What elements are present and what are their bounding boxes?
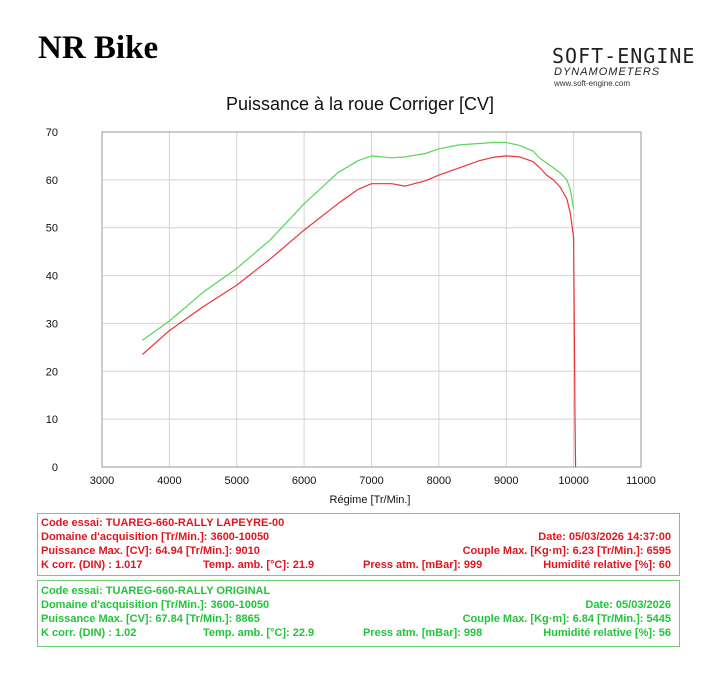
x-tick-label: 8000 — [427, 475, 451, 487]
y-tick-label: 50 — [46, 223, 58, 235]
test-date: Date: 05/03/2026 14:37:00 — [538, 531, 671, 543]
x-tick-label: 5000 — [225, 475, 249, 487]
atm-pressure: Press atm. [mBar]: 999 — [363, 559, 483, 571]
test-date: Date: 05/03/2026 — [585, 599, 671, 611]
x-tick-label: 9000 — [494, 475, 518, 487]
acquisition-range: Domaine d'acquisition [Tr/Min.]: 3600-10… — [41, 531, 270, 543]
info-panel-red: Code essai: TUAREG-660-RALLY LAPEYRE-00 … — [37, 513, 680, 576]
relative-humidity: Humidité relative [%]: 56 — [543, 627, 671, 639]
brand-title: NR Bike — [38, 30, 159, 66]
x-tick-label: 6000 — [292, 475, 316, 487]
info-row: Domaine d'acquisition [Tr/Min.]: 3600-10… — [38, 530, 679, 544]
acquisition-range: Domaine d'acquisition [Tr/Min.]: 3600-10… — [41, 599, 270, 611]
logo-url: www.soft-engine.com — [554, 79, 631, 88]
relative-humidity: Humidité relative [%]: 60 — [543, 559, 671, 571]
y-tick-label: 40 — [46, 271, 58, 283]
chart-axes: 3000 4000 5000 6000 7000 8000 9000 10000 11000 0 1… — [46, 127, 656, 487]
info-row: K corr. (DIN) : 1.02 Temp. amb. [°C]: 22… — [38, 626, 679, 640]
info-row: K corr. (DIN) : 1.017 Temp. amb. [°C]: 2… — [38, 558, 679, 572]
y-tick-label: 0 — [52, 462, 58, 474]
logo-tagline: DYNAMOMETERS — [554, 66, 661, 78]
info-row: Code essai: TUAREG-660-RALLY LAPEYRE-00 — [38, 516, 679, 530]
series-line — [142, 141, 575, 341]
plot-frame — [101, 131, 642, 468]
y-tick-label: 20 — [46, 366, 58, 378]
x-axis-label: Régime [Tr/Min.] — [330, 494, 411, 506]
logo-wordmark: SOFT-ENGINE — [552, 44, 696, 68]
y-tick-label: 30 — [46, 318, 58, 330]
x-tick-label: 11000 — [626, 475, 656, 487]
info-row: Domaine d'acquisition [Tr/Min.]: 3600-10… — [38, 598, 679, 612]
y-tick-label: 60 — [46, 175, 58, 187]
info-row: Puissance Max. [CV]: 67.84 [Tr/Min.]: 88… — [38, 612, 679, 626]
info-row: Code essai: TUAREG-660-RALLY ORIGINAL — [38, 584, 679, 598]
x-tick-label: 10000 — [558, 475, 589, 487]
info-panel-green: Code essai: TUAREG-660-RALLY ORIGINAL Do… — [37, 580, 680, 647]
soft-engine-logo: SOFT-ENGINE DYNAMOMETERS www.soft-engine… — [552, 44, 696, 94]
ambient-temp: Temp. amb. [°C]: 22.9 — [203, 627, 315, 639]
k-correction: K corr. (DIN) : 1.02 — [41, 627, 137, 639]
y-tick-label: 10 — [46, 414, 58, 426]
power-chart: 3000 4000 5000 6000 7000 8000 9000 10000 11000 0 1… — [46, 127, 656, 506]
max-torque: Couple Max. [Kg·m]: 6.84 [Tr/Min.]: 5445 — [462, 613, 671, 625]
x-tick-label: 4000 — [157, 475, 181, 487]
y-tick-label: 70 — [46, 127, 58, 139]
max-power: Puissance Max. [CV]: 64.94 [Tr/Min.]: 90… — [41, 545, 260, 557]
test-code: Code essai: TUAREG-660-RALLY ORIGINAL — [41, 585, 271, 597]
chart-grid — [101, 131, 642, 468]
max-torque: Couple Max. [Kg·m]: 6.23 [Tr/Min.]: 6595 — [462, 545, 671, 557]
test-code: Code essai: TUAREG-660-RALLY LAPEYRE-00 — [41, 517, 285, 529]
k-correction: K corr. (DIN) : 1.017 — [41, 559, 143, 571]
series-line — [142, 155, 577, 468]
ambient-temp: Temp. amb. [°C]: 21.9 — [203, 559, 315, 571]
atm-pressure: Press atm. [mBar]: 998 — [363, 627, 483, 639]
x-tick-label: 3000 — [90, 475, 114, 487]
x-tick-label: 7000 — [359, 475, 383, 487]
chart-series — [142, 141, 577, 468]
info-row: Puissance Max. [CV]: 64.94 [Tr/Min.]: 90… — [38, 544, 679, 558]
max-power: Puissance Max. [CV]: 67.84 [Tr/Min.]: 88… — [41, 613, 260, 625]
chart-title: Puissance à la roue Corriger [CV] — [225, 94, 495, 114]
